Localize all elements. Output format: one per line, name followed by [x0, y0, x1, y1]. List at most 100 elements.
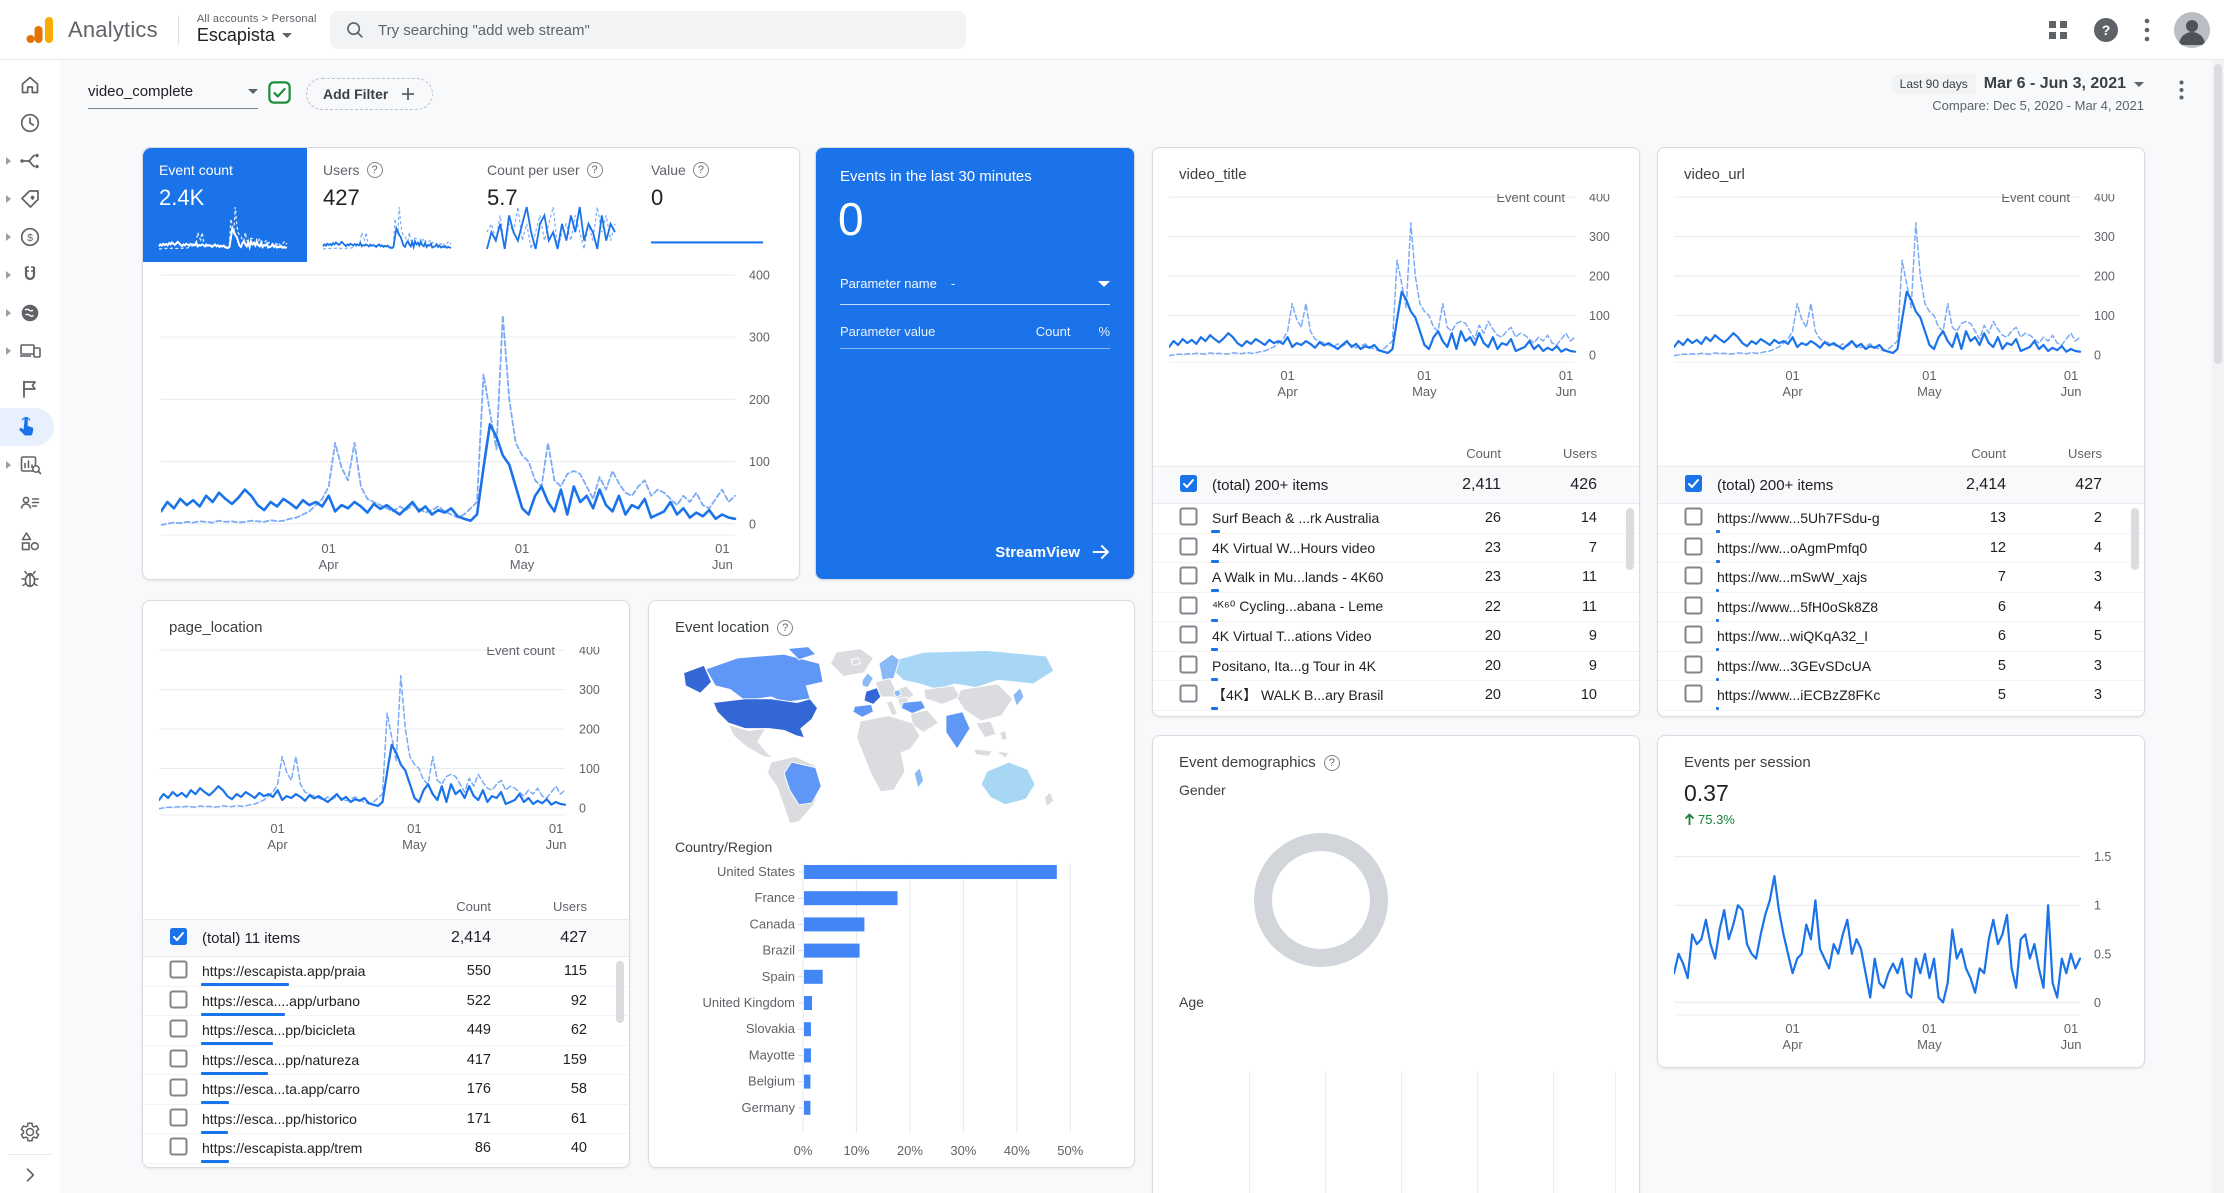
table-row[interactable]: https://www...5fH0oSk8Z8 6 4	[1658, 593, 2144, 622]
expand-caret-icon[interactable]	[6, 309, 11, 317]
checkbox-icon[interactable]	[169, 960, 188, 982]
sidebar-item-debug[interactable]	[0, 560, 60, 598]
svg-text:01: 01	[1785, 368, 1799, 383]
sidebar-item-explore[interactable]	[0, 446, 60, 484]
table-row[interactable]: 4K Virtual W...Hours video 23 7	[1153, 534, 1639, 563]
page-location-chart: 0 100 200 300 400 Event count 01 Apr 01 May 01 Jun	[157, 643, 615, 864]
sidebar-item-tech[interactable]	[0, 332, 60, 370]
table-scrollbar[interactable]	[2131, 508, 2139, 570]
table-row[interactable]: 【4K】 WALK B...ary Brasil 20 10	[1153, 681, 1639, 711]
checkbox-checked-icon[interactable]	[1179, 474, 1198, 497]
table-row[interactable]: https://esca...pp/bicicleta 449 62	[143, 1016, 629, 1046]
checkbox-checked-icon[interactable]	[1684, 474, 1703, 497]
table-row[interactable]: https://ww...wiQKqA32_I 6 5	[1658, 622, 2144, 652]
table-total-row[interactable]: (total) 11 items 2,414 427	[143, 919, 629, 957]
sidebar-item-demographics[interactable]	[0, 294, 60, 332]
expand-caret-icon[interactable]	[6, 233, 11, 241]
table-row[interactable]: A Walk in Mu...lands - 4K60 23 11	[1153, 563, 1639, 593]
sidebar-item-realtime[interactable]	[0, 104, 60, 142]
checkbox-icon[interactable]	[1179, 684, 1198, 706]
table-row[interactable]: https://escapista.app/trem 86 40	[143, 1134, 629, 1164]
svg-text:300: 300	[1589, 230, 1610, 244]
table-row[interactable]: https://ww...mSwW_xajs 7 3	[1658, 563, 2144, 593]
table-row[interactable]: ⁴ᴷ⁶⁰ Cycling...abana - Leme 22 11	[1153, 593, 1639, 622]
checkbox-icon[interactable]	[1179, 566, 1198, 588]
checkbox-checked-icon[interactable]	[169, 927, 188, 950]
sidebar-item-engagement[interactable]	[0, 180, 60, 218]
event-name-select[interactable]: video_complete	[88, 75, 258, 109]
tab-count-per-user[interactable]: Count per user 5.7	[471, 148, 635, 262]
table-row[interactable]: 4K Virtual T...ations Video 20 9	[1153, 622, 1639, 652]
checkbox-icon[interactable]	[169, 990, 188, 1012]
table-row[interactable]: https://escapista.app/praia 550 115	[143, 957, 629, 987]
sidebar-item-acquisition[interactable]	[0, 142, 60, 180]
table-row[interactable]: https://esca....app/urbano 522 92	[143, 987, 629, 1016]
sidebar-item-home[interactable]	[0, 66, 60, 104]
avatar[interactable]	[2174, 12, 2210, 48]
expand-caret-icon[interactable]	[6, 195, 11, 203]
table-row[interactable]: Positano, Ita...g Tour in 4K 20 9	[1153, 652, 1639, 681]
table-row[interactable]: https://esca...pp/historico 171 61	[143, 1105, 629, 1134]
checkbox-icon[interactable]	[1684, 684, 1703, 706]
table-scrollbar[interactable]	[1626, 508, 1634, 570]
checkbox-icon[interactable]	[1684, 596, 1703, 618]
expand-nav-icon[interactable]	[20, 1165, 40, 1185]
analytics-logo[interactable]: Analytics	[22, 12, 158, 48]
sidebar-item-retention[interactable]	[0, 256, 60, 294]
streamview-link[interactable]: StreamView	[995, 541, 1112, 563]
mark-conversion-icon[interactable]	[266, 79, 293, 111]
sidebar-item-events[interactable]	[0, 408, 54, 446]
world-map[interactable]	[666, 643, 1103, 829]
svg-text:01: 01	[1922, 1021, 1936, 1036]
table-total-row[interactable]: (total) 200+ items 2,414 427	[1658, 466, 2144, 504]
table-row[interactable]: Surf Beach & ...rk Australia 26 14	[1153, 504, 1639, 534]
checkbox-icon[interactable]	[1684, 655, 1703, 677]
table-row[interactable]: https://esca...pp/natureza 417 159	[143, 1046, 629, 1075]
table-row[interactable]: https://esca...ta.app/carro 176 58	[143, 1075, 629, 1105]
help-icon[interactable]: ?	[2092, 16, 2120, 44]
checkbox-icon[interactable]	[1179, 625, 1198, 647]
apps-grid-icon[interactable]	[2048, 20, 2068, 40]
table-total-row[interactable]: (total) 200+ items 2,411 426	[1153, 466, 1639, 504]
checkbox-icon[interactable]	[1179, 596, 1198, 618]
page-scrollbar[interactable]	[2212, 60, 2224, 1193]
checkbox-icon[interactable]	[1684, 625, 1703, 647]
add-filter-button[interactable]: Add Filter	[306, 78, 434, 110]
expand-caret-icon[interactable]	[6, 461, 11, 469]
table-row[interactable]: https://www...5Uh7FSdu-g 13 2	[1658, 504, 2144, 534]
sidebar-item-monetization[interactable]: $	[0, 218, 60, 256]
table-row[interactable]: https://ww...3GEvSDcUA 5 3	[1658, 652, 2144, 681]
tab-value[interactable]: Value 0	[635, 148, 799, 262]
checkbox-icon[interactable]	[1684, 566, 1703, 588]
account-switcher[interactable]: All accounts > Personal Escapista	[197, 13, 317, 46]
table-row[interactable]: https://ww...oAgmPmfq0 12 4	[1658, 534, 2144, 563]
checkbox-icon[interactable]	[1179, 655, 1198, 677]
checkbox-icon[interactable]	[1179, 537, 1198, 559]
svg-text:Apr: Apr	[267, 837, 288, 852]
checkbox-icon[interactable]	[1684, 507, 1703, 529]
settings-gear-icon[interactable]	[18, 1120, 42, 1144]
tab-users[interactable]: Users 427	[307, 148, 471, 262]
page-more-vert-icon[interactable]	[2179, 80, 2184, 105]
sidebar-item-library[interactable]	[0, 522, 60, 560]
tab-event-count[interactable]: Event count 2.4K	[143, 148, 307, 262]
checkbox-icon[interactable]	[169, 1049, 188, 1071]
expand-caret-icon[interactable]	[6, 347, 11, 355]
row-label: ⁴ᴷ⁶⁰ Cycling...abana - Leme	[1212, 598, 1384, 615]
expand-caret-icon[interactable]	[6, 157, 11, 165]
date-range-picker[interactable]: Last 90 days Mar 6 - Jun 3, 2021 Compare…	[1891, 74, 2144, 113]
checkbox-icon[interactable]	[1179, 507, 1198, 529]
sidebar-item-audiences[interactable]	[0, 484, 60, 522]
expand-caret-icon[interactable]	[6, 271, 11, 279]
checkbox-icon[interactable]	[1684, 537, 1703, 559]
checkbox-icon[interactable]	[169, 1078, 188, 1100]
table-scrollbar[interactable]	[616, 961, 624, 1023]
search-input[interactable]: Try searching "add web stream"	[330, 11, 966, 49]
parameter-name-select[interactable]: Parameter name -	[840, 276, 1110, 291]
more-vert-icon[interactable]	[2144, 18, 2150, 42]
checkbox-icon[interactable]	[169, 1019, 188, 1041]
checkbox-icon[interactable]	[169, 1108, 188, 1130]
table-row[interactable]: https://www...iECBzZ8FKc 5 3	[1658, 681, 2144, 711]
sidebar-item-flag[interactable]	[0, 370, 60, 408]
checkbox-icon[interactable]	[169, 1137, 188, 1159]
